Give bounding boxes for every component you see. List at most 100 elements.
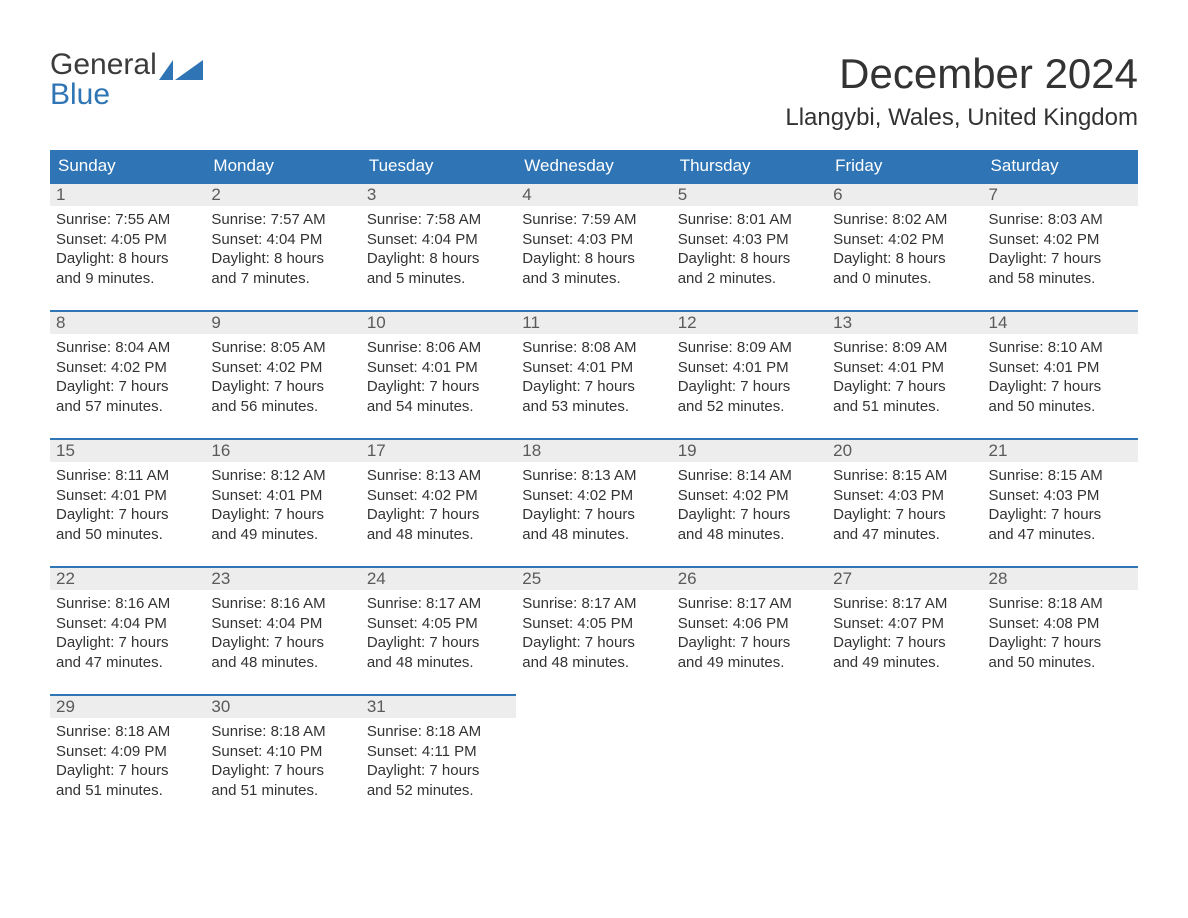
day-details: Sunrise: 8:09 AMSunset: 4:01 PMDaylight:… — [672, 334, 827, 422]
daylight-line1: Daylight: 7 hours — [367, 761, 510, 781]
day-details: Sunrise: 8:11 AMSunset: 4:01 PMDaylight:… — [50, 462, 205, 550]
sunrise-line: Sunrise: 7:58 AM — [367, 210, 510, 230]
sunrise-line: Sunrise: 7:55 AM — [56, 210, 199, 230]
calendar-day-cell: 3Sunrise: 7:58 AMSunset: 4:04 PMDaylight… — [361, 182, 516, 310]
daylight-line2: and 53 minutes. — [522, 397, 665, 417]
day-details: Sunrise: 8:04 AMSunset: 4:02 PMDaylight:… — [50, 334, 205, 422]
day-number: 23 — [205, 566, 360, 590]
day-details: Sunrise: 8:03 AMSunset: 4:02 PMDaylight:… — [983, 206, 1138, 294]
sunset-line: Sunset: 4:02 PM — [989, 230, 1132, 250]
day-details: Sunrise: 8:17 AMSunset: 4:06 PMDaylight:… — [672, 590, 827, 678]
sunset-line: Sunset: 4:02 PM — [211, 358, 354, 378]
calendar-day-cell: 19Sunrise: 8:14 AMSunset: 4:02 PMDayligh… — [672, 438, 827, 566]
day-number: 24 — [361, 566, 516, 590]
sunrise-line: Sunrise: 8:18 AM — [56, 722, 199, 742]
day-number: 14 — [983, 310, 1138, 334]
daylight-line2: and 47 minutes. — [989, 525, 1132, 545]
sunset-line: Sunset: 4:09 PM — [56, 742, 199, 762]
day-details: Sunrise: 8:09 AMSunset: 4:01 PMDaylight:… — [827, 334, 982, 422]
daylight-line1: Daylight: 7 hours — [833, 505, 976, 525]
day-details: Sunrise: 8:17 AMSunset: 4:07 PMDaylight:… — [827, 590, 982, 678]
daylight-line2: and 3 minutes. — [522, 269, 665, 289]
brand-logo: General Blue — [50, 50, 203, 110]
calendar-day-cell: 13Sunrise: 8:09 AMSunset: 4:01 PMDayligh… — [827, 310, 982, 438]
daylight-line2: and 49 minutes. — [833, 653, 976, 673]
calendar-week-row: 15Sunrise: 8:11 AMSunset: 4:01 PMDayligh… — [50, 438, 1138, 566]
sunset-line: Sunset: 4:03 PM — [833, 486, 976, 506]
weekday-header-row: Sunday Monday Tuesday Wednesday Thursday… — [50, 150, 1138, 182]
col-saturday: Saturday — [983, 150, 1138, 182]
daylight-line2: and 58 minutes. — [989, 269, 1132, 289]
calendar-day-cell: 18Sunrise: 8:13 AMSunset: 4:02 PMDayligh… — [516, 438, 671, 566]
day-details: Sunrise: 8:16 AMSunset: 4:04 PMDaylight:… — [50, 590, 205, 678]
day-number: 2 — [205, 182, 360, 206]
sunset-line: Sunset: 4:04 PM — [211, 230, 354, 250]
sunrise-line: Sunrise: 8:04 AM — [56, 338, 199, 358]
sunrise-line: Sunrise: 8:12 AM — [211, 466, 354, 486]
sunset-line: Sunset: 4:08 PM — [989, 614, 1132, 634]
day-details: Sunrise: 7:57 AMSunset: 4:04 PMDaylight:… — [205, 206, 360, 294]
calendar-day-cell — [983, 694, 1138, 822]
daylight-line2: and 52 minutes. — [367, 781, 510, 801]
sunrise-line: Sunrise: 8:18 AM — [211, 722, 354, 742]
day-number: 13 — [827, 310, 982, 334]
sunrise-line: Sunrise: 8:17 AM — [678, 594, 821, 614]
day-details: Sunrise: 8:18 AMSunset: 4:09 PMDaylight:… — [50, 718, 205, 806]
daylight-line1: Daylight: 8 hours — [522, 249, 665, 269]
daylight-line1: Daylight: 7 hours — [56, 377, 199, 397]
col-friday: Friday — [827, 150, 982, 182]
title-block: December 2024 Llangybi, Wales, United Ki… — [785, 50, 1138, 132]
calendar-day-cell: 16Sunrise: 8:12 AMSunset: 4:01 PMDayligh… — [205, 438, 360, 566]
daylight-line1: Daylight: 7 hours — [56, 761, 199, 781]
daylight-line1: Daylight: 7 hours — [989, 505, 1132, 525]
daylight-line2: and 48 minutes. — [367, 653, 510, 673]
brand-line1: General — [50, 50, 157, 80]
day-number: 12 — [672, 310, 827, 334]
calendar-day-cell — [516, 694, 671, 822]
daylight-line2: and 5 minutes. — [367, 269, 510, 289]
sunrise-line: Sunrise: 8:06 AM — [367, 338, 510, 358]
day-details: Sunrise: 8:13 AMSunset: 4:02 PMDaylight:… — [361, 462, 516, 550]
sunrise-line: Sunrise: 8:14 AM — [678, 466, 821, 486]
sunset-line: Sunset: 4:11 PM — [367, 742, 510, 762]
day-number: 16 — [205, 438, 360, 462]
sunset-line: Sunset: 4:06 PM — [678, 614, 821, 634]
day-number: 25 — [516, 566, 671, 590]
sunset-line: Sunset: 4:05 PM — [56, 230, 199, 250]
sunrise-line: Sunrise: 8:15 AM — [833, 466, 976, 486]
sunrise-line: Sunrise: 8:02 AM — [833, 210, 976, 230]
day-number: 9 — [205, 310, 360, 334]
sunset-line: Sunset: 4:05 PM — [367, 614, 510, 634]
daylight-line1: Daylight: 7 hours — [211, 633, 354, 653]
daylight-line2: and 48 minutes. — [678, 525, 821, 545]
day-details: Sunrise: 8:18 AMSunset: 4:10 PMDaylight:… — [205, 718, 360, 806]
calendar-day-cell: 27Sunrise: 8:17 AMSunset: 4:07 PMDayligh… — [827, 566, 982, 694]
day-details: Sunrise: 8:14 AMSunset: 4:02 PMDaylight:… — [672, 462, 827, 550]
calendar-day-cell: 25Sunrise: 8:17 AMSunset: 4:05 PMDayligh… — [516, 566, 671, 694]
daylight-line2: and 47 minutes. — [56, 653, 199, 673]
day-number: 10 — [361, 310, 516, 334]
day-number: 4 — [516, 182, 671, 206]
sunrise-line: Sunrise: 8:18 AM — [989, 594, 1132, 614]
calendar-day-cell: 6Sunrise: 8:02 AMSunset: 4:02 PMDaylight… — [827, 182, 982, 310]
col-monday: Monday — [205, 150, 360, 182]
sunrise-line: Sunrise: 8:01 AM — [678, 210, 821, 230]
calendar-day-cell: 31Sunrise: 8:18 AMSunset: 4:11 PMDayligh… — [361, 694, 516, 822]
calendar-table: Sunday Monday Tuesday Wednesday Thursday… — [50, 150, 1138, 822]
sunset-line: Sunset: 4:03 PM — [522, 230, 665, 250]
calendar-day-cell: 10Sunrise: 8:06 AMSunset: 4:01 PMDayligh… — [361, 310, 516, 438]
sunrise-line: Sunrise: 8:03 AM — [989, 210, 1132, 230]
calendar-day-cell: 14Sunrise: 8:10 AMSunset: 4:01 PMDayligh… — [983, 310, 1138, 438]
daylight-line1: Daylight: 7 hours — [989, 633, 1132, 653]
sunset-line: Sunset: 4:07 PM — [833, 614, 976, 634]
daylight-line1: Daylight: 7 hours — [211, 377, 354, 397]
sunset-line: Sunset: 4:02 PM — [56, 358, 199, 378]
sunset-line: Sunset: 4:01 PM — [989, 358, 1132, 378]
sunrise-line: Sunrise: 8:16 AM — [56, 594, 199, 614]
flag-icon — [159, 58, 203, 80]
daylight-line2: and 48 minutes. — [522, 653, 665, 673]
sunrise-line: Sunrise: 8:10 AM — [989, 338, 1132, 358]
sunset-line: Sunset: 4:03 PM — [989, 486, 1132, 506]
sunset-line: Sunset: 4:04 PM — [56, 614, 199, 634]
day-details: Sunrise: 8:10 AMSunset: 4:01 PMDaylight:… — [983, 334, 1138, 422]
